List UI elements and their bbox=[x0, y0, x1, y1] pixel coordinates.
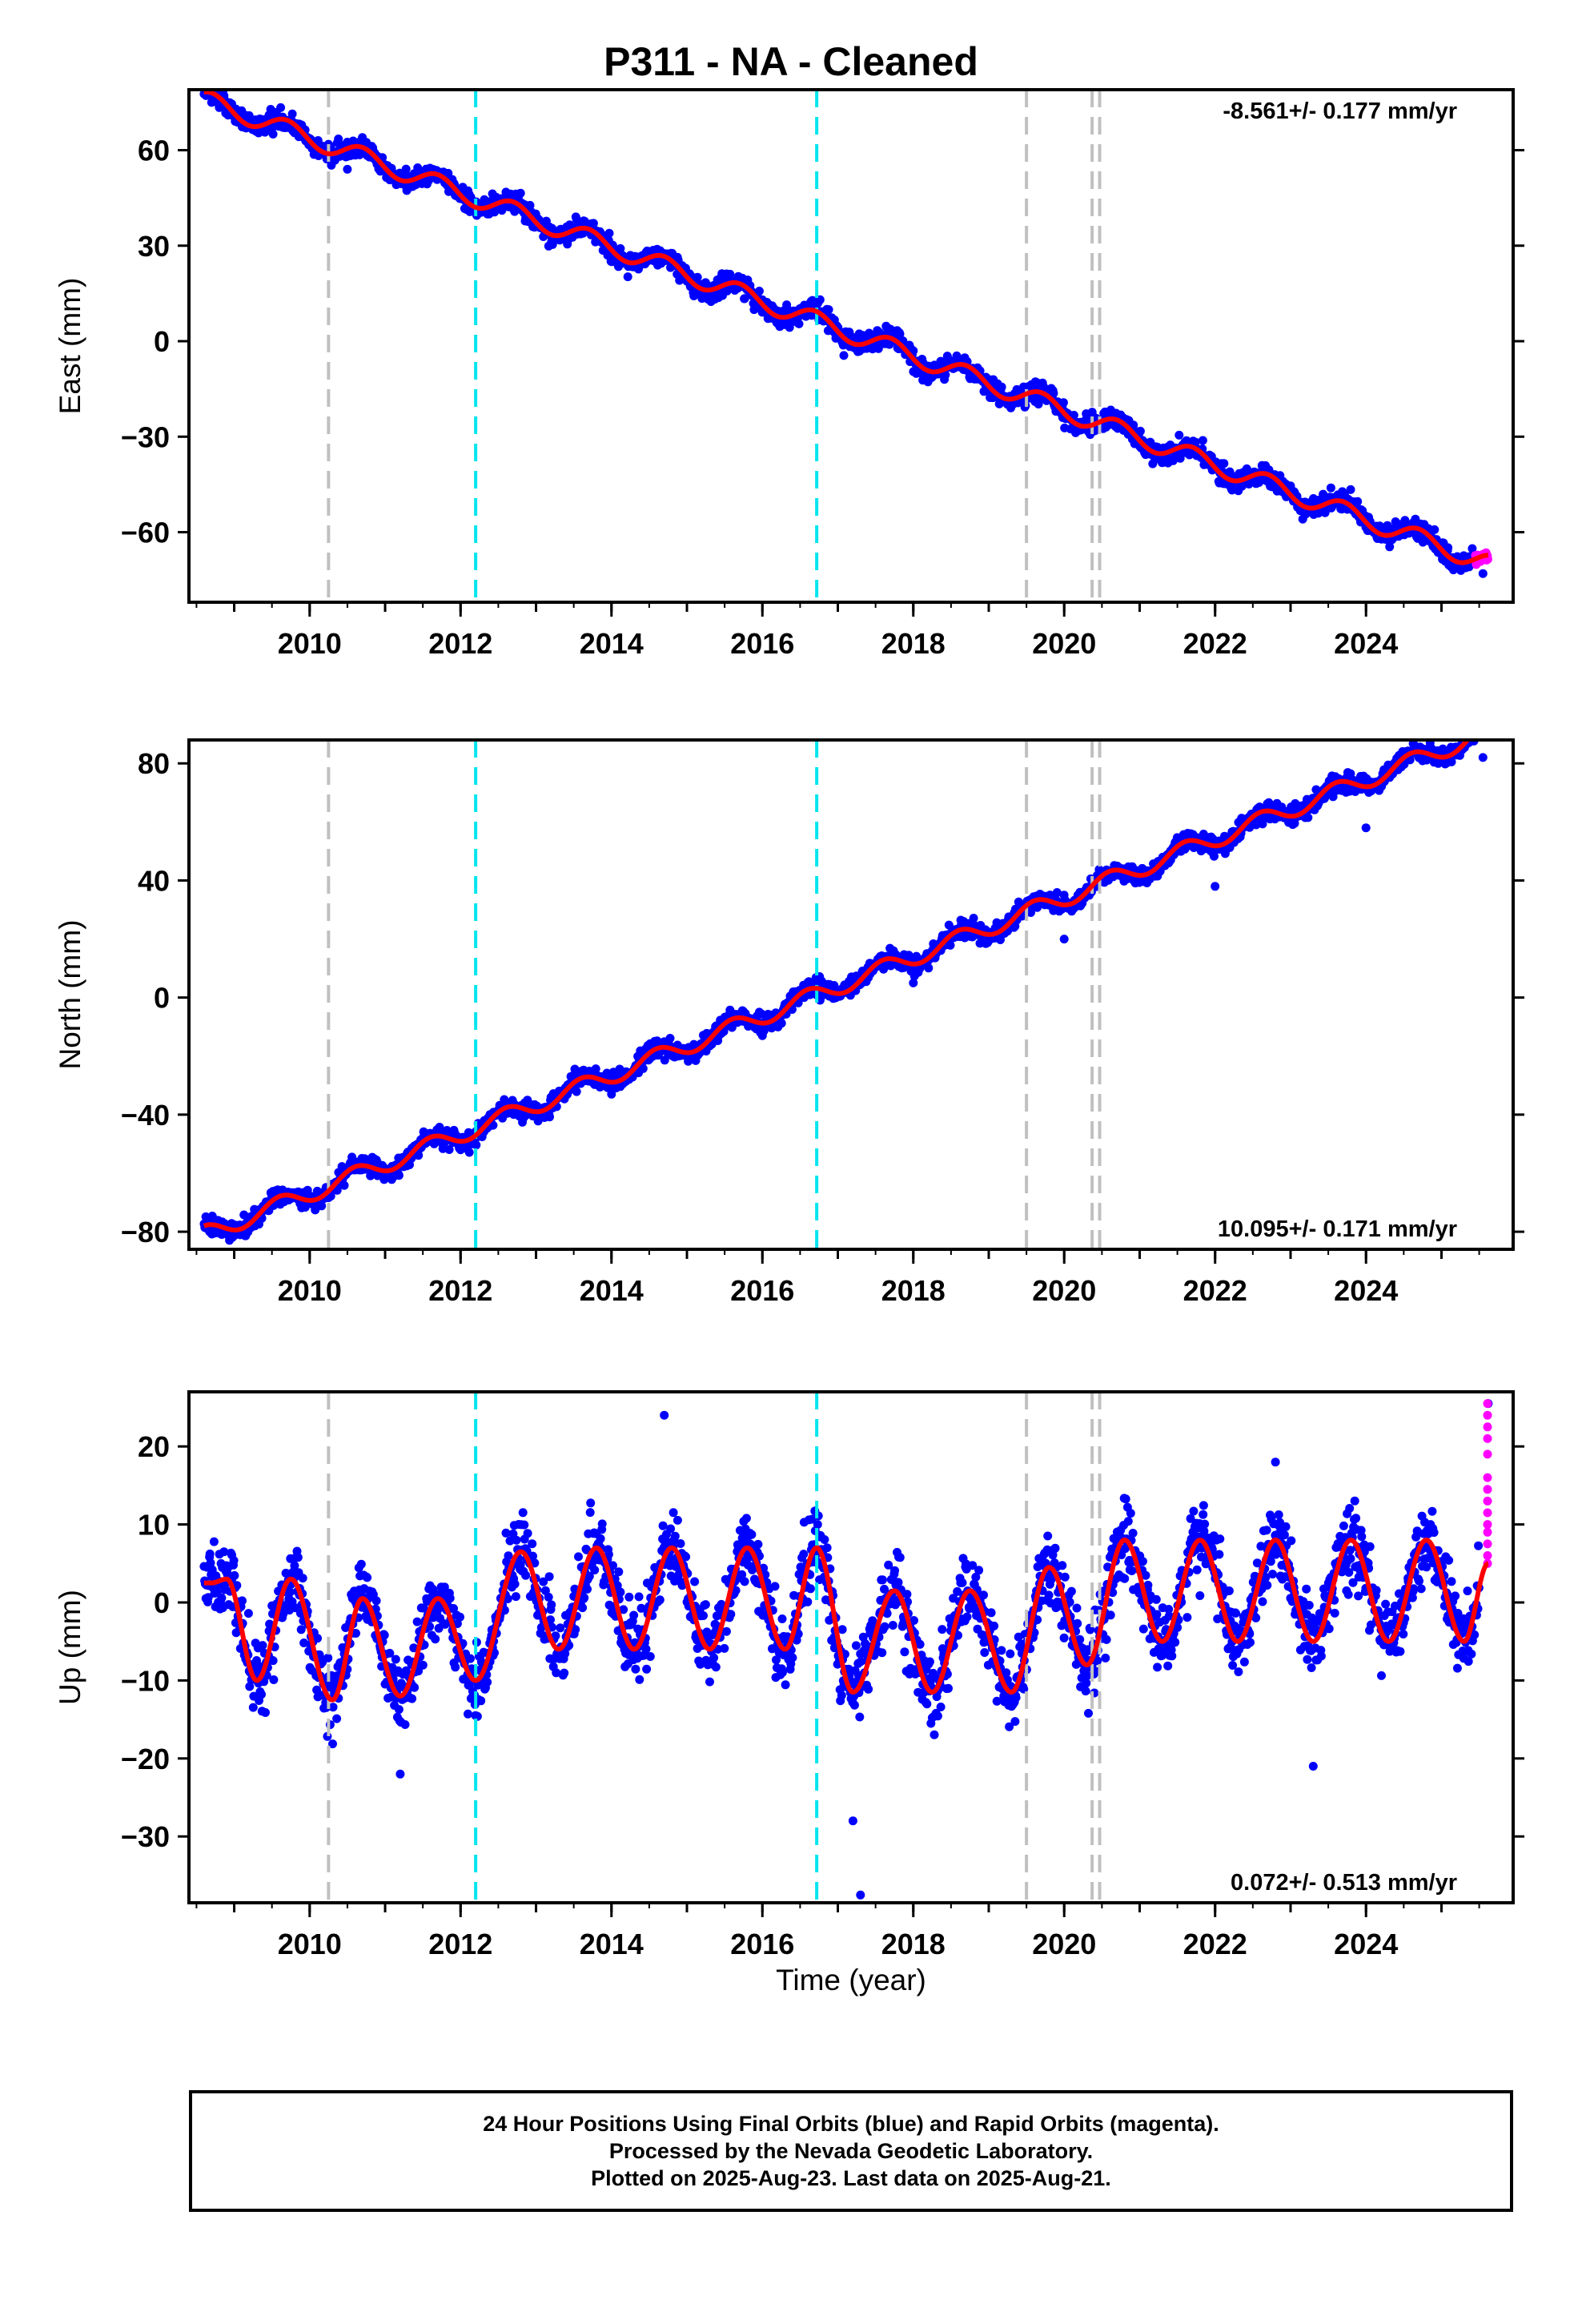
north-rapid-orbit-points bbox=[1475, 740, 1477, 741]
y-tick-label: −40 bbox=[121, 1099, 170, 1132]
x-tick-label: 2014 bbox=[580, 1274, 644, 1307]
x-tick-label: 2012 bbox=[428, 627, 492, 660]
x-tick-label: 2024 bbox=[1334, 1274, 1398, 1307]
y-tick-label: 80 bbox=[138, 747, 170, 780]
x-tick-label: 2016 bbox=[730, 1274, 794, 1307]
east-y-axis-label: East (mm) bbox=[54, 278, 86, 415]
east-final-orbit-points bbox=[199, 90, 1488, 578]
y-tick-label: 0 bbox=[154, 1586, 170, 1619]
y-tick-label: 30 bbox=[138, 230, 170, 263]
y-tick-label: −30 bbox=[121, 420, 170, 453]
x-tick-label: 2020 bbox=[1032, 627, 1096, 660]
north-model-line bbox=[203, 740, 1472, 1232]
up-final-orbit-points bbox=[199, 1399, 1493, 1900]
y-tick-label: −20 bbox=[121, 1743, 170, 1775]
plot-frame bbox=[187, 88, 1515, 604]
x-tick-label: 2020 bbox=[1032, 1928, 1096, 1960]
caption-line-1: 24 Hour Positions Using Final Orbits (bl… bbox=[483, 2112, 1219, 2136]
x-tick-label: 2012 bbox=[428, 1274, 492, 1307]
x-tick-label: 2018 bbox=[881, 1928, 946, 1960]
y-tick-label: 0 bbox=[154, 982, 170, 1015]
y-tick-label: 60 bbox=[138, 135, 170, 167]
x-tick-label: 2014 bbox=[580, 627, 644, 660]
y-tick-label: −60 bbox=[121, 517, 170, 549]
x-tick-label: 2024 bbox=[1334, 1928, 1398, 1960]
plot-frame bbox=[187, 1390, 1515, 1904]
x-tick-label: 2014 bbox=[580, 1928, 644, 1960]
figure-title: P311 - NA - Cleaned bbox=[604, 39, 978, 84]
caption-box: 24 Hour Positions Using Final Orbits (bl… bbox=[189, 2090, 1513, 2212]
caption-line-3: Plotted on 2025-Aug-23. Last data on 202… bbox=[591, 2166, 1111, 2190]
y-tick-label: −30 bbox=[121, 1820, 170, 1853]
x-axis-label: Time (year) bbox=[776, 1964, 926, 1996]
caption-line-2: Processed by the Nevada Geodetic Laborat… bbox=[608, 2139, 1094, 2163]
x-tick-label: 2020 bbox=[1032, 1274, 1096, 1307]
east-rate-label: -8.561+/- 0.177 mm/yr bbox=[1223, 99, 1457, 124]
north-final-orbit-points bbox=[199, 740, 1488, 1245]
y-tick-label: −10 bbox=[121, 1664, 170, 1697]
up-rapid-orbit-points bbox=[1483, 1399, 1492, 1568]
x-tick-label: 2022 bbox=[1183, 627, 1247, 660]
up-model-line bbox=[203, 1538, 1489, 1703]
y-tick-label: 40 bbox=[138, 864, 170, 897]
east-panel: 60 30 0 −30 −60 2010 2012 2014 2016 2018 2020 2022 2… bbox=[54, 88, 1524, 660]
north-y-axis-label: North (mm) bbox=[54, 919, 86, 1069]
north-panel: 80 40 0 −40 −80 2010 2012 2014 2016 2018 2020 2022 2… bbox=[54, 738, 1524, 1307]
x-tick-label: 2016 bbox=[730, 627, 794, 660]
y-tick-label: −80 bbox=[121, 1216, 170, 1248]
x-tick-label: 2018 bbox=[881, 627, 946, 660]
x-tick-label: 2010 bbox=[278, 1928, 342, 1960]
y-tick-label: 20 bbox=[138, 1430, 170, 1463]
x-tick-label: 2024 bbox=[1334, 627, 1398, 660]
x-tick-label: 2022 bbox=[1183, 1274, 1247, 1307]
y-tick-label: 10 bbox=[138, 1509, 170, 1542]
x-tick-label: 2016 bbox=[730, 1928, 794, 1960]
x-tick-label: 2022 bbox=[1183, 1928, 1247, 1960]
up-y-axis-label: Up (mm) bbox=[54, 1590, 86, 1705]
north-rate-label: 10.095+/- 0.171 mm/yr bbox=[1218, 1216, 1457, 1242]
x-tick-label: 2010 bbox=[278, 627, 342, 660]
east-model-line bbox=[203, 90, 1488, 565]
plot-frame bbox=[187, 738, 1515, 1251]
x-tick-label: 2012 bbox=[428, 1928, 492, 1960]
y-tick-label: 0 bbox=[154, 325, 170, 358]
up-rate-label: 0.072+/- 0.513 mm/yr bbox=[1231, 1870, 1457, 1896]
x-tick-label: 2018 bbox=[881, 1274, 946, 1307]
x-tick-label: 2010 bbox=[278, 1274, 342, 1307]
